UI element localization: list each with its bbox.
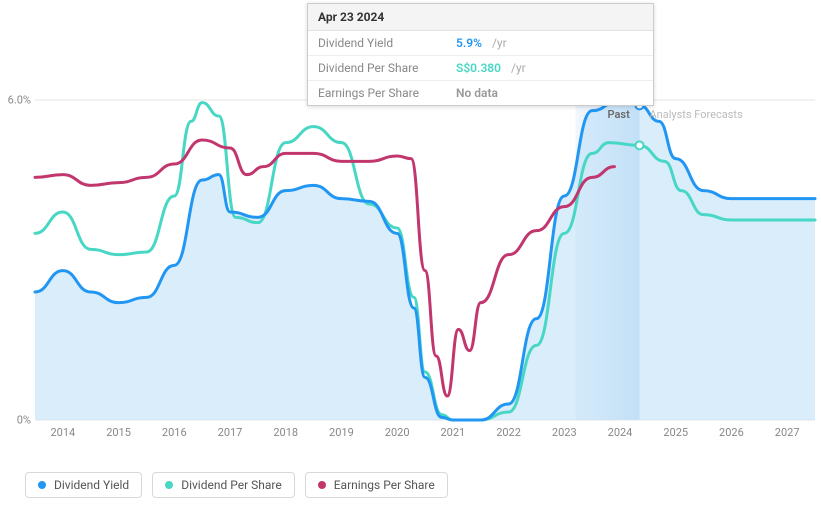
x-tick-label: 2018 bbox=[273, 426, 298, 439]
legend-label: Dividend Yield bbox=[54, 478, 129, 492]
legend-label: Dividend Per Share bbox=[181, 478, 282, 492]
x-tick-label: 2022 bbox=[496, 426, 521, 439]
legend-item-dividend-per-share[interactable]: Dividend Per Share bbox=[152, 472, 295, 498]
y-tick-label: 6.0% bbox=[8, 94, 31, 107]
legend-label: Earnings Per Share bbox=[334, 478, 435, 492]
legend-dot-icon bbox=[318, 481, 326, 489]
tooltip-date: Apr 23 2024 bbox=[308, 4, 653, 31]
tooltip-metric-label: Earnings Per Share bbox=[318, 86, 448, 100]
tooltip-metric-value: S$0.380 bbox=[456, 61, 501, 75]
forecast-label: Analysts Forecasts bbox=[650, 108, 743, 121]
legend-dot-icon bbox=[165, 481, 173, 489]
x-tick-label: 2025 bbox=[663, 426, 688, 439]
tooltip-row: Earnings Per Share No data bbox=[308, 81, 653, 105]
dividend-chart: Past Analysts Forecasts Apr 23 2024 Divi… bbox=[0, 0, 821, 508]
x-tick-label: 2027 bbox=[775, 426, 800, 439]
x-tick-label: 2021 bbox=[440, 426, 465, 439]
y-tick-label: 0% bbox=[17, 414, 31, 427]
tooltip-rows: Dividend Yield 5.9% /yr Dividend Per Share S… bbox=[308, 31, 653, 105]
tooltip-metric-unit: /yr bbox=[511, 61, 526, 75]
tooltip-metric-label: Dividend Yield bbox=[318, 36, 448, 50]
x-tick-label: 2016 bbox=[162, 426, 187, 439]
x-tick-label: 2023 bbox=[552, 426, 577, 439]
x-tick-label: 2026 bbox=[719, 426, 744, 439]
x-tick-label: 2014 bbox=[50, 426, 75, 439]
tooltip-metric-unit: /yr bbox=[492, 36, 507, 50]
tooltip-row: Dividend Yield 5.9% /yr bbox=[308, 31, 653, 56]
tooltip-metric-value: No data bbox=[456, 86, 498, 100]
x-tick-label: 2015 bbox=[106, 426, 131, 439]
legend-item-earnings-per-share[interactable]: Earnings Per Share bbox=[305, 472, 448, 498]
x-tick-label: 2024 bbox=[608, 426, 633, 439]
hover-tooltip: Apr 23 2024 Dividend Yield5.9%/yrDividen… bbox=[307, 3, 654, 106]
tooltip-metric-label: Dividend Per Share bbox=[318, 61, 448, 75]
past-label: Past bbox=[608, 108, 630, 121]
x-tick-label: 2017 bbox=[218, 426, 243, 439]
legend-item-dividend-yield[interactable]: Dividend Yield bbox=[25, 472, 142, 498]
x-tick-label: 2020 bbox=[385, 426, 410, 439]
legend: Dividend Yield Dividend Per Share Earnings… bbox=[25, 472, 448, 498]
x-tick-label: 2019 bbox=[329, 426, 354, 439]
tooltip-row: Dividend Per Share S$0.380/yr bbox=[308, 56, 653, 81]
tooltip-metric-value: 5.9% bbox=[456, 36, 482, 50]
legend-dot-icon bbox=[38, 481, 46, 489]
